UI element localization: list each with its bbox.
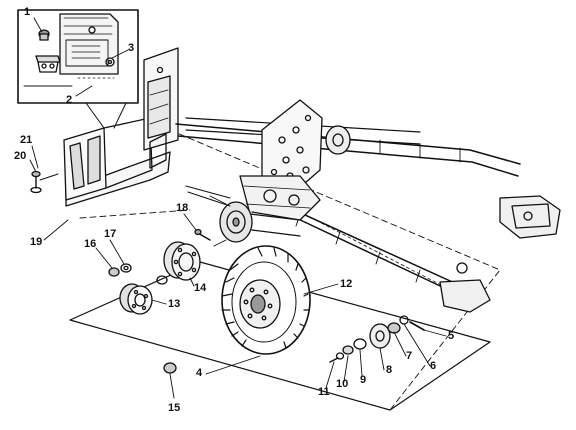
callout-12: 12 [340,278,353,290]
bearing-cone [119,283,153,315]
callout-9: 9 [360,374,367,386]
callout-15: 15 [168,402,181,414]
callout-7: 7 [406,350,413,362]
callout-13: 13 [168,298,181,310]
callout-19: 19 [30,236,43,248]
bolt-and-washer [30,170,59,194]
callout-8: 8 [386,364,393,376]
callout-21: 21 [20,134,33,146]
leader-lines [29,17,447,399]
small-parts-right [329,315,425,363]
wheel-hub [156,241,201,285]
callout-11: 11 [318,386,330,398]
lug-bolt [194,228,211,241]
wheel-nut [163,362,177,374]
callout-18: 18 [176,202,189,214]
callout-10: 10 [336,378,349,390]
inset-knob-part [38,29,50,41]
callout-1: 1 [24,6,31,18]
carriage-frame [175,99,561,313]
detail-inset [17,9,139,104]
hub-nuts [108,263,132,277]
callout-3: 3 [128,42,135,54]
callout-6: 6 [430,360,437,372]
callout-20: 20 [14,150,27,162]
splash-guard [63,47,179,207]
callout-16: 16 [84,238,97,250]
callout-2: 2 [66,94,73,106]
callout-17: 17 [104,228,117,240]
tire-and-wheel [221,245,311,355]
callout-14: 14 [194,282,207,294]
callout-5: 5 [448,330,455,342]
callout-4: 4 [196,367,203,379]
